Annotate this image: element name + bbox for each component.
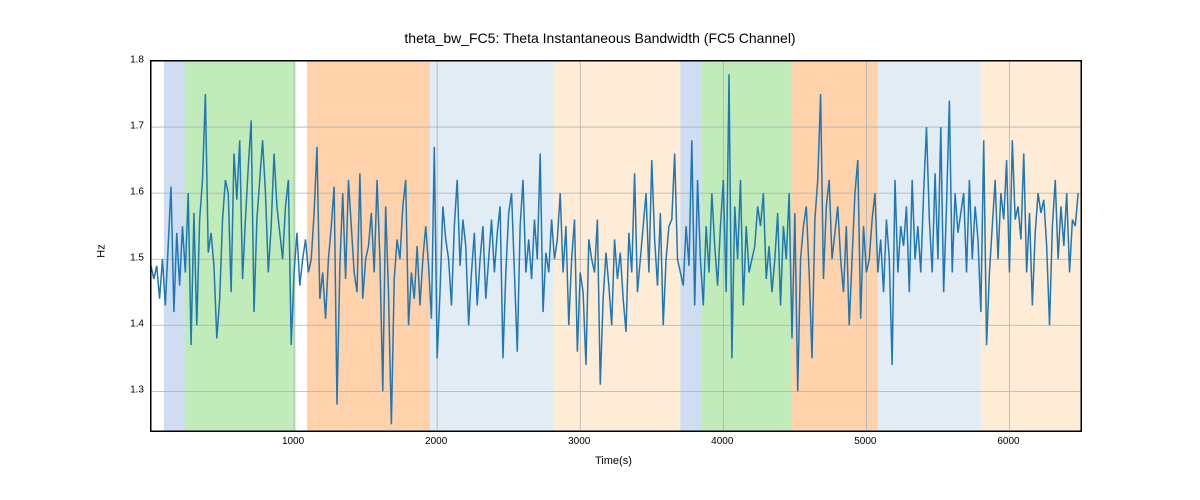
chart-title: theta_bw_FC5: Theta Instantaneous Bandwi… — [0, 30, 1200, 46]
x-axis-label: Time(s) — [595, 455, 632, 467]
x-tick-label: 3000 — [568, 436, 590, 447]
y-tick-label: 1.3 — [120, 385, 144, 396]
x-tick-label: 1000 — [282, 436, 304, 447]
plot-area — [150, 60, 1082, 432]
y-tick-label: 1.6 — [120, 187, 144, 198]
region-band — [680, 61, 701, 431]
y-tick-label: 1.7 — [120, 121, 144, 132]
region-band — [185, 61, 296, 431]
x-tick-label: 4000 — [711, 436, 733, 447]
y-tick-label: 1.4 — [120, 319, 144, 330]
chart-svg — [151, 61, 1081, 431]
x-tick-label: 2000 — [425, 436, 447, 447]
y-tick-label: 1.5 — [120, 253, 144, 264]
x-tick-label: 5000 — [854, 436, 876, 447]
region-band — [430, 61, 553, 431]
y-axis-label: Hz — [96, 244, 108, 257]
x-tick-label: 6000 — [997, 436, 1019, 447]
chart-container: theta_bw_FC5: Theta Instantaneous Bandwi… — [0, 0, 1200, 500]
y-tick-label: 1.8 — [120, 55, 144, 66]
